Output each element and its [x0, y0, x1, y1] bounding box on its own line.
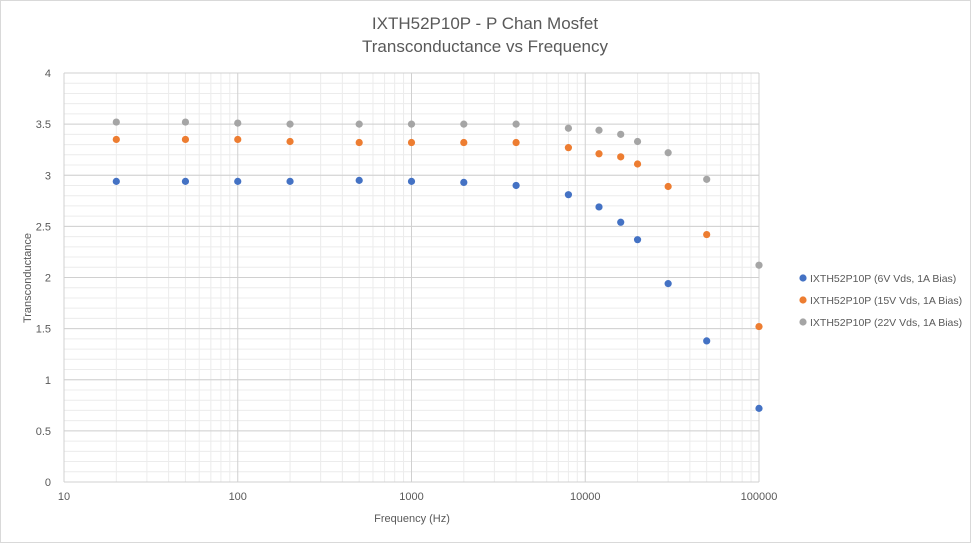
data-point	[286, 120, 294, 128]
data-point	[595, 150, 603, 158]
chart-title: IXTH52P10P - P Chan Mosfet	[372, 14, 598, 33]
y-axis-title: Transconductance	[22, 233, 34, 323]
data-point	[664, 149, 672, 157]
data-point	[355, 120, 363, 128]
series-1	[112, 176, 763, 412]
data-point	[703, 337, 711, 345]
data-point	[286, 177, 294, 185]
data-point	[703, 230, 711, 239]
data-point	[595, 126, 603, 134]
y-tick-label: 3	[45, 170, 51, 182]
data-point	[234, 119, 242, 127]
data-points	[112, 118, 763, 412]
data-point	[407, 177, 416, 185]
data-point	[512, 181, 520, 190]
data-point	[633, 137, 642, 146]
data-point	[755, 322, 763, 331]
legend-item: IXTH52P10P (15V Vds, 1A Bias)	[799, 295, 962, 307]
y-tick-label: 4	[45, 68, 51, 80]
y-tick-label: 2	[45, 273, 51, 285]
legend-marker	[799, 274, 807, 282]
data-point	[703, 175, 711, 183]
legend-marker	[799, 296, 807, 304]
data-point	[617, 130, 625, 138]
data-point	[633, 160, 642, 168]
data-point	[460, 138, 468, 147]
data-point	[617, 218, 625, 226]
data-point	[664, 280, 672, 288]
legend-label: IXTH52P10P (22V Vds, 1A Bias)	[810, 317, 962, 329]
y-tick-label: 1.5	[36, 324, 51, 336]
x-tick-label: 1000	[399, 491, 423, 503]
legend-item: IXTH52P10P (6V Vds, 1A Bias)	[799, 273, 956, 285]
tick-labels: 10 100 1000 10000 100000 0 0.5 1 1.5 2 2.5 3 3.5 4	[36, 68, 778, 503]
data-point	[617, 153, 625, 161]
y-tick-label: 2.5	[36, 221, 51, 233]
data-point	[181, 135, 190, 144]
data-point	[512, 138, 520, 147]
data-point	[755, 404, 763, 412]
x-tick-label: 10000	[570, 491, 601, 503]
y-tick-label: 1	[45, 375, 51, 387]
legend-marker	[799, 318, 807, 326]
data-point	[112, 135, 120, 144]
x-tick-label: 100	[229, 491, 247, 503]
data-point	[112, 118, 120, 126]
data-point	[564, 144, 573, 152]
x-axis-title: Frequency (Hz)	[374, 513, 450, 525]
data-point	[755, 261, 763, 269]
data-point	[234, 177, 242, 185]
data-point	[664, 182, 672, 191]
data-point	[181, 177, 190, 185]
legend-label: IXTH52P10P (6V Vds, 1A Bias)	[810, 273, 956, 285]
data-point	[460, 120, 468, 128]
x-tick-label: 10	[58, 491, 70, 503]
y-tick-label: 3.5	[36, 119, 51, 131]
y-tick-label: 0	[45, 477, 51, 489]
data-point	[234, 135, 242, 144]
x-tick-label: 100000	[741, 491, 778, 503]
data-point	[355, 176, 363, 184]
series-2	[112, 135, 763, 331]
data-point	[112, 177, 120, 185]
data-point	[407, 138, 416, 147]
data-point	[181, 118, 190, 126]
data-point	[564, 124, 573, 132]
legend-label: IXTH52P10P (15V Vds, 1A Bias)	[810, 295, 962, 307]
chart-subtitle: Transconductance vs Frequency	[362, 37, 608, 56]
data-point	[512, 120, 520, 128]
data-point	[286, 137, 294, 146]
data-point	[595, 203, 603, 211]
y-tick-label: 0.5	[36, 426, 51, 438]
data-point	[564, 191, 573, 199]
data-point	[633, 236, 642, 244]
series-3	[112, 118, 763, 269]
legend: IXTH52P10P (6V Vds, 1A Bias) IXTH52P10P (…	[799, 273, 962, 329]
data-point	[460, 178, 468, 187]
grid	[63, 72, 760, 483]
data-point	[407, 120, 416, 128]
data-point	[355, 138, 363, 147]
legend-item: IXTH52P10P (22V Vds, 1A Bias)	[799, 317, 962, 329]
